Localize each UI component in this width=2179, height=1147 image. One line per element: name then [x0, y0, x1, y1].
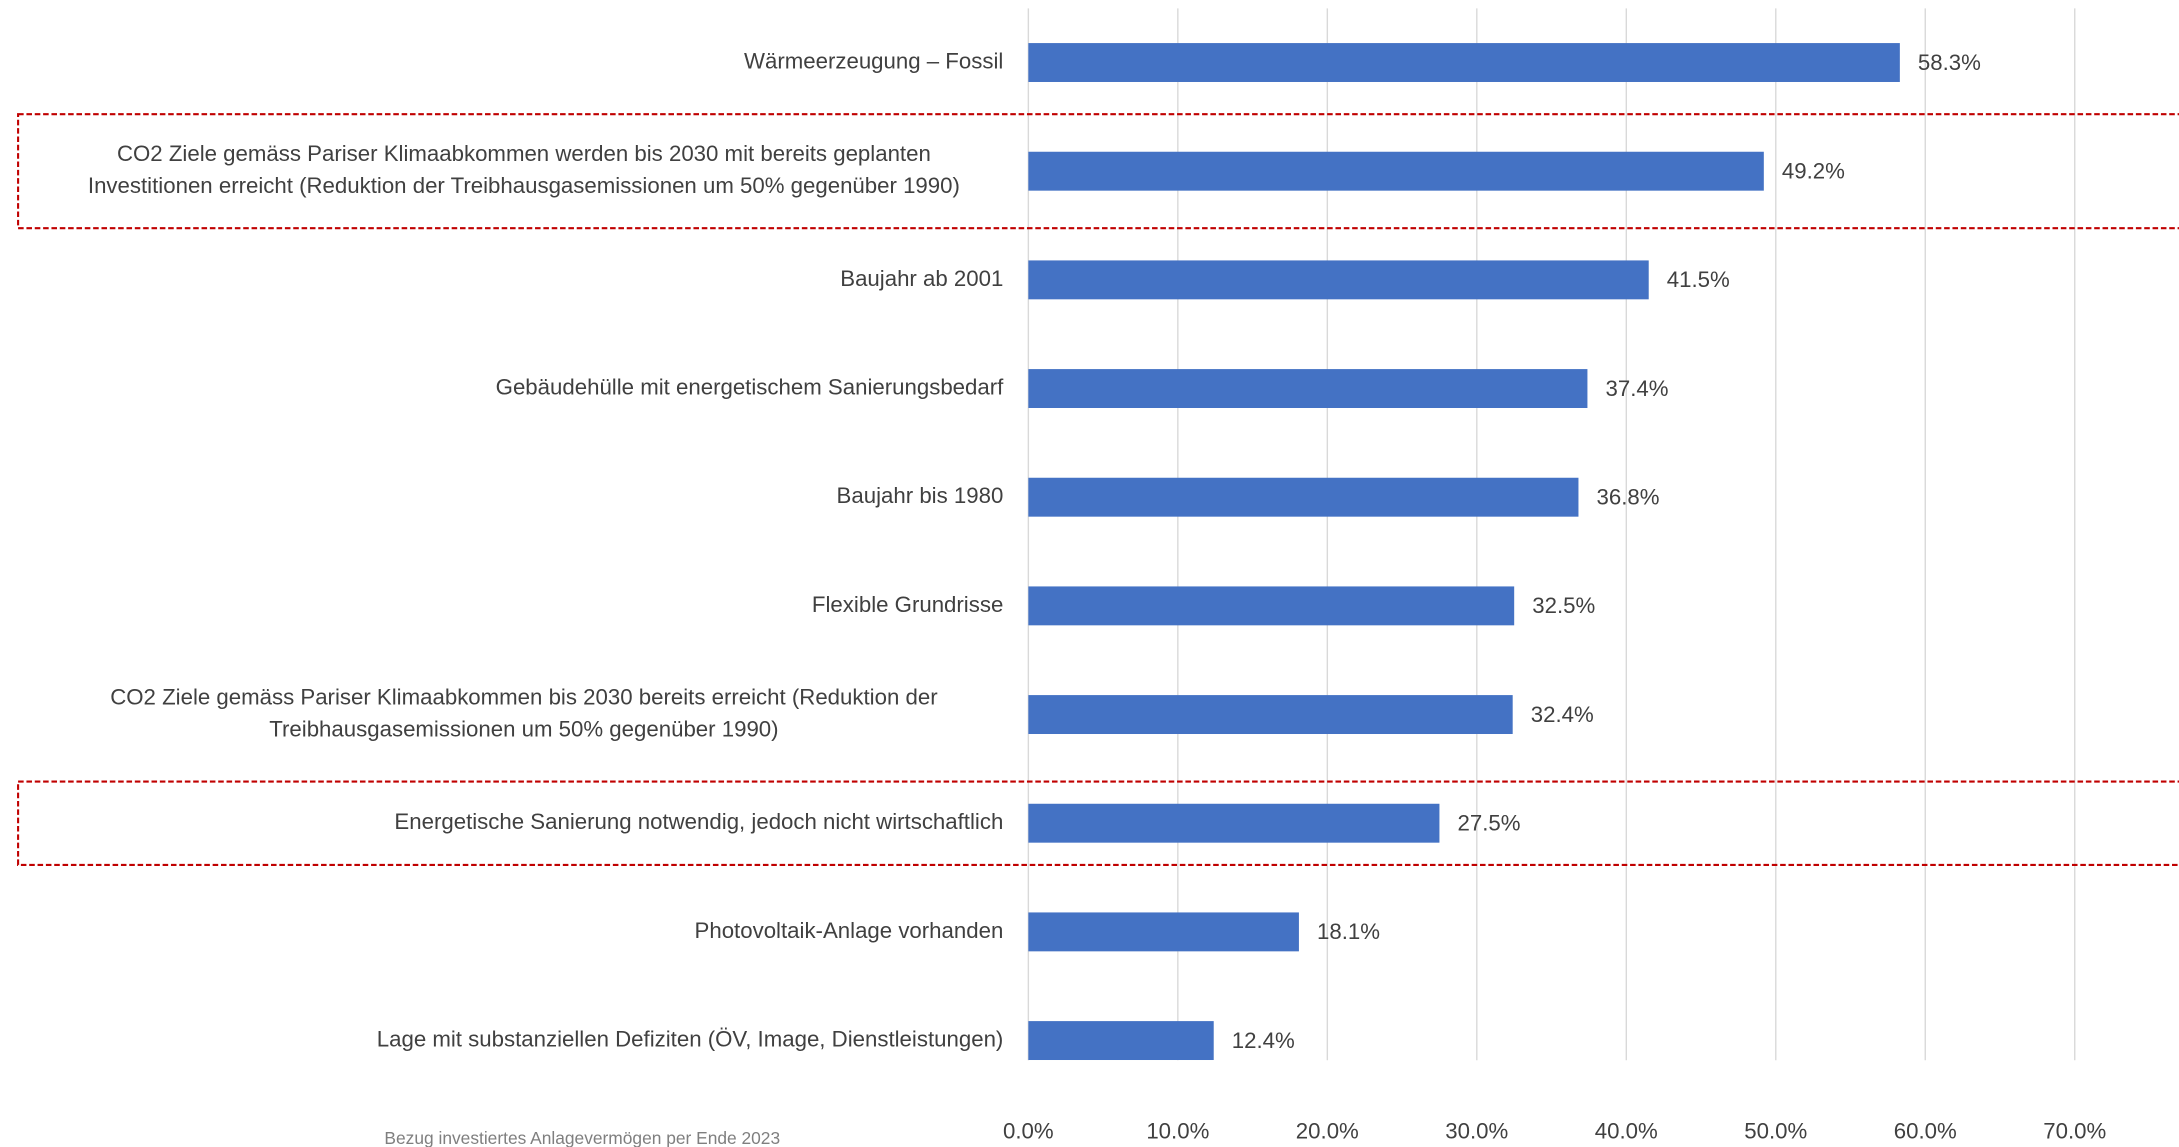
y-tick-label-line: Investitionen erreicht (Reduktion der Tr…	[88, 173, 960, 198]
y-tick-label-line: Treibhausgasemissionen um 50% gegenüber …	[269, 716, 778, 741]
y-tick-label: Lage mit substanziellen Defiziten (ÖV, I…	[377, 1026, 1004, 1051]
y-tick-label: Energetische Sanierung notwendig, jedoch…	[394, 809, 1003, 834]
y-tick-label-line: Wärmeerzeugung – Fossil	[744, 48, 1003, 73]
bar	[1028, 151, 1764, 191]
value-label: 58.3%	[1918, 50, 1981, 75]
bar	[1028, 912, 1299, 952]
value-label: 32.4%	[1531, 702, 1594, 727]
bar	[1028, 695, 1513, 735]
y-tick-label-line: Flexible Grundrisse	[812, 592, 1003, 617]
x-tick-label: 10.0%	[1146, 1118, 1209, 1143]
y-tick-label-line: Lage mit substanziellen Defiziten (ÖV, I…	[377, 1026, 1004, 1051]
x-tick-label: 30.0%	[1445, 1118, 1508, 1143]
bar	[1028, 1021, 1214, 1061]
y-tick-label-line: Baujahr bis 1980	[837, 483, 1004, 508]
value-label: 18.1%	[1317, 919, 1380, 944]
value-label: 32.5%	[1532, 593, 1595, 618]
x-tick-label: 0.0%	[1003, 1118, 1054, 1143]
y-tick-label-line: Energetische Sanierung notwendig, jedoch…	[394, 809, 1003, 834]
y-tick-label: Flexible Grundrisse	[812, 592, 1003, 617]
value-label: 49.2%	[1782, 158, 1845, 183]
bar	[1028, 586, 1515, 626]
y-tick-label: Baujahr bis 1980	[837, 483, 1004, 508]
bar	[1028, 43, 1900, 82]
x-tick-label: 70.0%	[2043, 1118, 2106, 1143]
y-tick-label: Gebäudehülle mit energetischem Sanierung…	[496, 374, 1004, 399]
footnote: Bezug investiertes Anlagevermögen per En…	[384, 1128, 780, 1147]
x-tick-label: 20.0%	[1296, 1118, 1359, 1143]
y-tick-label: Wärmeerzeugung – Fossil	[744, 48, 1003, 73]
value-label: 36.8%	[1597, 484, 1660, 509]
y-tick-label-line: CO2 Ziele gemäss Pariser Klimaabkommen b…	[110, 684, 938, 709]
x-tick-label: 50.0%	[1744, 1118, 1807, 1143]
y-tick-label-line: Photovoltaik-Anlage vorhanden	[695, 918, 1004, 943]
value-label: 37.4%	[1605, 376, 1668, 401]
x-tick-label: 40.0%	[1595, 1118, 1658, 1143]
y-tick-label: CO2 Ziele gemäss Pariser Klimaabkommen w…	[88, 141, 960, 198]
value-label: 12.4%	[1232, 1028, 1295, 1053]
y-tick-label: Photovoltaik-Anlage vorhanden	[695, 918, 1004, 943]
y-tick-label-line: Gebäudehülle mit energetischem Sanierung…	[496, 374, 1004, 399]
bar	[1028, 477, 1579, 517]
y-tick-label-line: CO2 Ziele gemäss Pariser Klimaabkommen w…	[117, 141, 931, 166]
value-label: 41.5%	[1667, 267, 1730, 292]
bar	[1028, 803, 1440, 843]
y-tick-label: CO2 Ziele gemäss Pariser Klimaabkommen b…	[110, 684, 938, 741]
x-tick-label: 60.0%	[1894, 1118, 1957, 1143]
bar	[1028, 260, 1649, 300]
y-tick-label-line: Baujahr ab 2001	[840, 266, 1003, 291]
highlight-box	[17, 113, 2179, 230]
bar	[1028, 369, 1588, 408]
y-tick-label: Baujahr ab 2001	[840, 266, 1003, 291]
value-label: 27.5%	[1458, 810, 1521, 835]
